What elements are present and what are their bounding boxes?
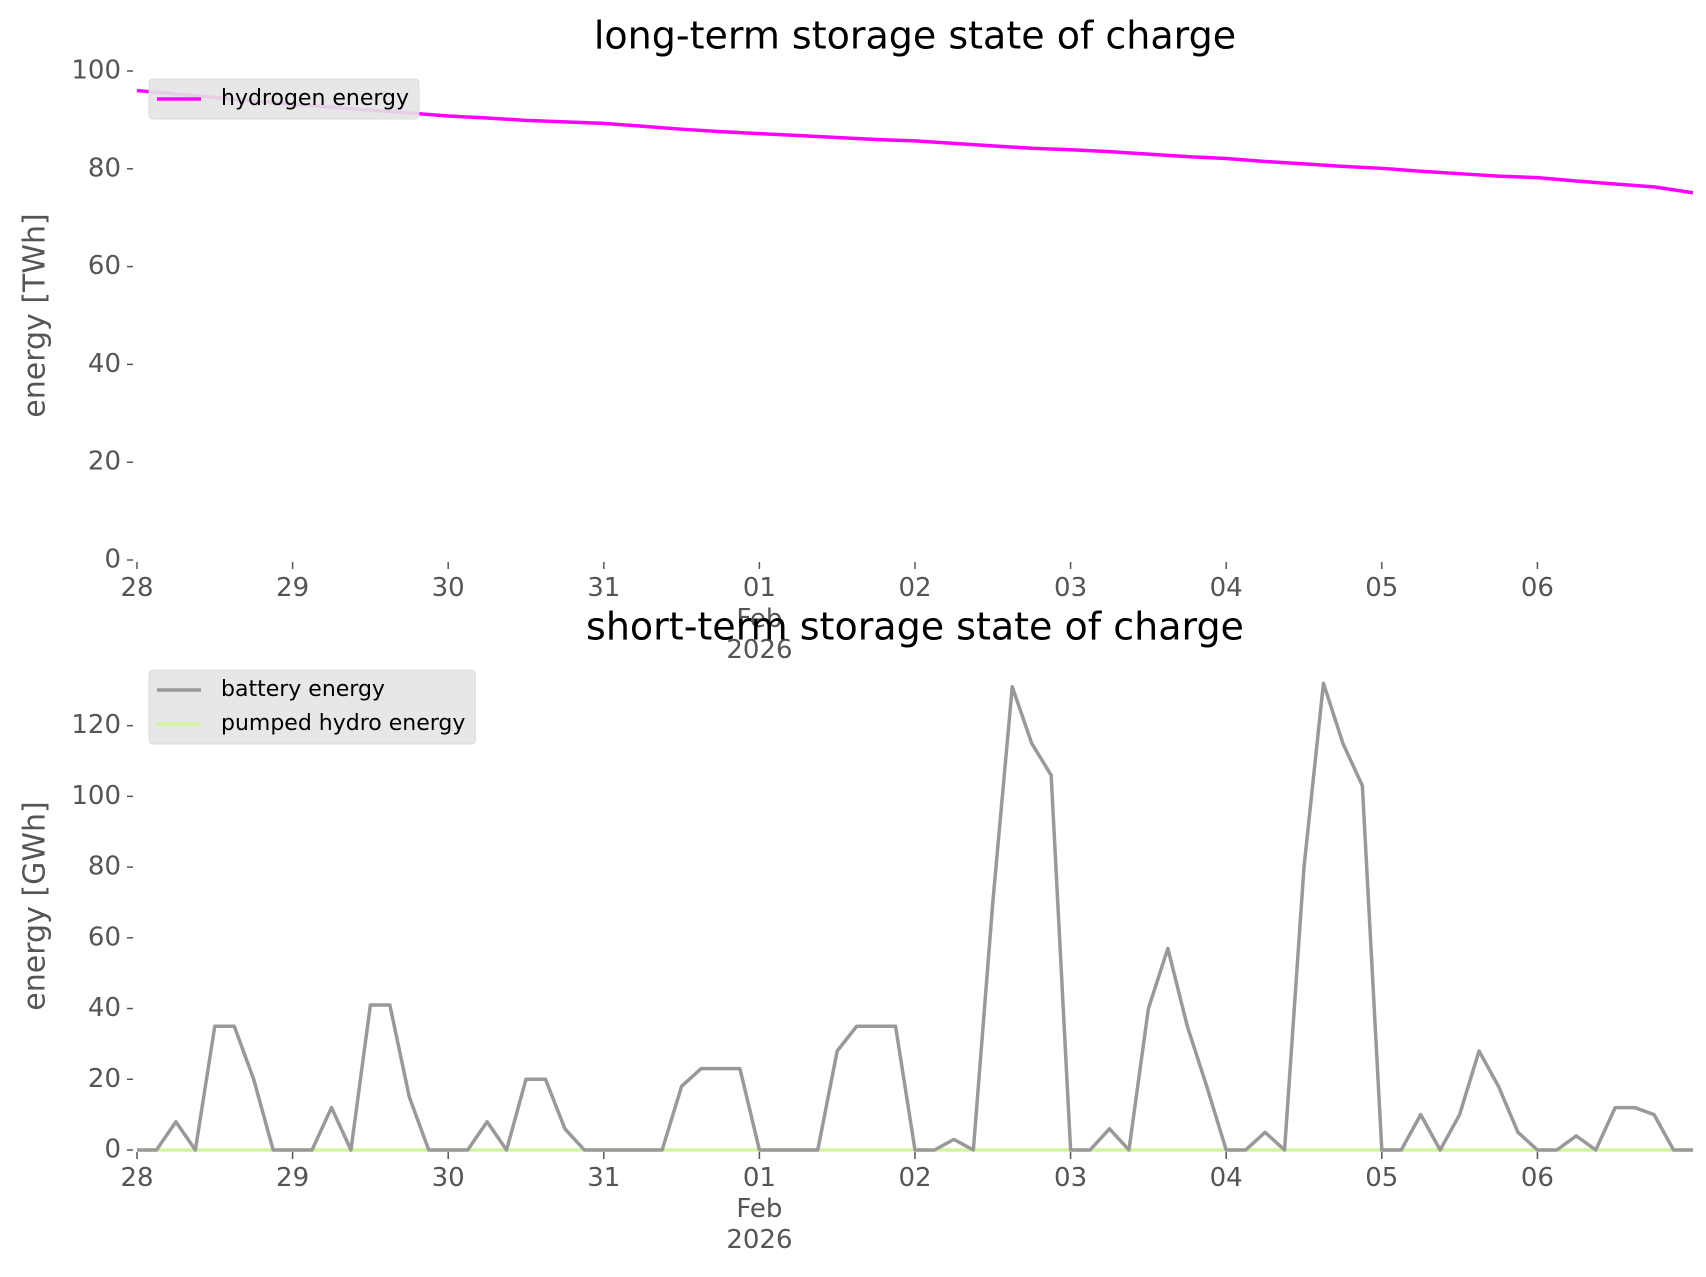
x-tick-label: 30 xyxy=(432,573,465,603)
x-tick-label: 01 Feb 2026 xyxy=(726,1163,792,1255)
x-tick-label: 01 Feb 2026 xyxy=(726,573,792,665)
x-tick-label: 06 xyxy=(1521,1163,1554,1193)
x-tick-label: 05 xyxy=(1365,1163,1398,1193)
legend-label: battery energy xyxy=(221,677,385,702)
y-tick-label: 20 xyxy=(88,1064,121,1094)
y-tick-label: 100 xyxy=(71,781,121,811)
chart-title: short-term storage state of charge xyxy=(586,605,1244,649)
legend-label: pumped hydro energy xyxy=(221,711,465,736)
x-tick-label-line: 01 xyxy=(743,573,776,603)
y-tick-label: 80 xyxy=(88,153,121,183)
y-tick-label: 0 xyxy=(104,545,121,575)
legend-box xyxy=(148,669,476,745)
x-tick-label: 04 xyxy=(1210,573,1243,603)
y-tick-label: 100 xyxy=(71,56,121,86)
x-tick-label-line: 2026 xyxy=(726,635,792,665)
x-tick-label-line: Feb xyxy=(736,604,782,634)
x-tick-label: 31 xyxy=(587,1163,620,1193)
y-tick-label: 120 xyxy=(71,710,121,740)
legend-label: hydrogen energy xyxy=(221,86,409,111)
x-tick-label: 29 xyxy=(276,1163,309,1193)
chart-title: long-term storage state of charge xyxy=(594,14,1236,58)
x-tick-label-line: Feb xyxy=(736,1194,782,1224)
x-tick-label: 02 xyxy=(898,1163,931,1193)
x-tick-label: 30 xyxy=(432,1163,465,1193)
x-tick-label: 02 xyxy=(898,573,931,603)
y-tick-label: 20 xyxy=(88,447,121,477)
x-tick-label: 05 xyxy=(1365,573,1398,603)
legend-box xyxy=(148,78,420,120)
y-axis-label: energy [GWh] xyxy=(18,801,53,1010)
x-tick-label: 29 xyxy=(276,573,309,603)
x-tick-label-line: 2026 xyxy=(726,1225,792,1255)
series-line xyxy=(137,681,1693,1152)
y-tick-label: 40 xyxy=(88,993,121,1023)
x-tick-label: 28 xyxy=(120,573,153,603)
x-tick-label-line: 01 xyxy=(743,1163,776,1193)
x-tick-label: 03 xyxy=(1054,573,1087,603)
x-tick-label: 06 xyxy=(1521,573,1554,603)
y-tick-label: 80 xyxy=(88,852,121,882)
y-axis-label: energy [TWh] xyxy=(18,213,53,417)
x-tick-label: 28 xyxy=(120,1163,153,1193)
y-tick-label: 60 xyxy=(88,922,121,952)
y-tick-label: 0 xyxy=(104,1135,121,1165)
x-tick-label: 03 xyxy=(1054,1163,1087,1193)
x-tick-label: 31 xyxy=(587,573,620,603)
x-tick-label: 04 xyxy=(1210,1163,1243,1193)
y-tick-label: 60 xyxy=(88,251,121,281)
y-tick-label: 40 xyxy=(88,349,121,379)
